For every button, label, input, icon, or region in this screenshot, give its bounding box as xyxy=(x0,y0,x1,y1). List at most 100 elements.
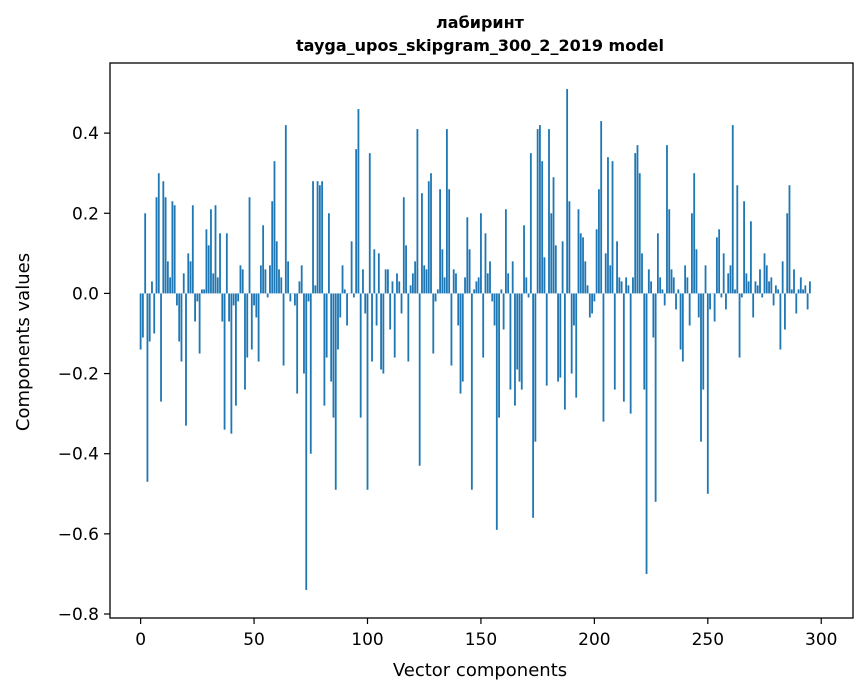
bar xyxy=(504,209,507,294)
bar xyxy=(452,269,455,294)
bar xyxy=(246,293,249,358)
bar xyxy=(740,293,743,298)
y-tick-label: 0.4 xyxy=(72,124,99,144)
bar xyxy=(645,293,648,574)
bar xyxy=(498,293,500,418)
bar xyxy=(305,293,308,590)
bar xyxy=(421,193,423,294)
bar xyxy=(663,293,666,306)
bar xyxy=(507,273,510,294)
bar xyxy=(273,161,276,294)
bar xyxy=(400,293,403,314)
bar xyxy=(382,293,385,374)
bar xyxy=(781,261,784,294)
bar xyxy=(684,265,687,294)
bar xyxy=(366,293,369,490)
bar xyxy=(318,185,321,294)
bar xyxy=(774,285,777,294)
bar xyxy=(738,293,741,358)
bar xyxy=(239,265,242,294)
bar xyxy=(641,253,643,294)
chart-title: лабиринт xyxy=(436,13,525,32)
bar xyxy=(634,153,637,294)
bar xyxy=(602,293,605,422)
bar xyxy=(377,253,380,294)
bar xyxy=(722,253,725,294)
bar xyxy=(448,189,451,294)
bar xyxy=(629,293,632,414)
bar xyxy=(600,121,603,294)
bar xyxy=(666,145,668,294)
bar xyxy=(566,89,569,294)
bar xyxy=(688,293,691,326)
bar xyxy=(339,293,342,318)
bar xyxy=(777,289,780,294)
bar xyxy=(561,241,564,294)
bar xyxy=(259,265,262,294)
bar xyxy=(368,153,371,294)
bar xyxy=(779,293,782,350)
bar xyxy=(799,277,802,294)
bar xyxy=(797,289,800,294)
bar xyxy=(475,281,478,294)
bar xyxy=(784,293,786,330)
bar xyxy=(675,293,677,310)
bar xyxy=(393,293,396,358)
bar xyxy=(500,289,503,294)
bar xyxy=(686,277,689,294)
bar xyxy=(702,293,705,390)
bar xyxy=(266,293,269,298)
bar xyxy=(709,293,711,310)
bar xyxy=(203,289,206,294)
bar xyxy=(425,269,428,294)
bar xyxy=(436,289,439,294)
bar xyxy=(216,277,219,294)
bar xyxy=(514,293,516,406)
bar xyxy=(622,293,625,402)
bar xyxy=(282,293,285,366)
bar xyxy=(743,201,745,294)
bar xyxy=(405,245,407,294)
bar xyxy=(545,293,548,386)
bar xyxy=(309,293,312,454)
bar xyxy=(371,293,373,362)
bar xyxy=(763,253,766,294)
bar xyxy=(554,245,557,294)
bar xyxy=(180,293,183,362)
bar xyxy=(287,261,289,294)
bar xyxy=(314,285,317,294)
bar xyxy=(745,273,748,294)
y-tick-label: 0.2 xyxy=(72,204,99,224)
bar xyxy=(409,285,412,294)
bar xyxy=(364,293,367,314)
bar xyxy=(461,293,464,382)
bar xyxy=(788,185,791,294)
bar xyxy=(398,281,401,294)
bar xyxy=(434,293,437,302)
bar xyxy=(713,293,716,322)
bar xyxy=(396,273,398,294)
bar xyxy=(210,209,212,294)
bar xyxy=(232,293,235,306)
bar xyxy=(303,293,305,374)
bar xyxy=(808,281,811,294)
bar xyxy=(455,273,457,294)
bar xyxy=(509,293,512,390)
bar xyxy=(543,257,546,294)
bar xyxy=(557,293,559,382)
bar xyxy=(155,197,158,294)
bar xyxy=(411,273,414,294)
bar xyxy=(650,281,652,294)
bar xyxy=(468,249,471,294)
bar xyxy=(414,261,417,294)
bar xyxy=(715,237,718,294)
bar xyxy=(402,197,405,294)
bar xyxy=(795,293,798,314)
bar xyxy=(804,285,807,294)
bar xyxy=(588,293,591,318)
bar xyxy=(559,293,562,378)
bar xyxy=(332,293,335,418)
bar xyxy=(480,213,482,294)
bar xyxy=(706,293,709,494)
bar xyxy=(793,269,795,294)
